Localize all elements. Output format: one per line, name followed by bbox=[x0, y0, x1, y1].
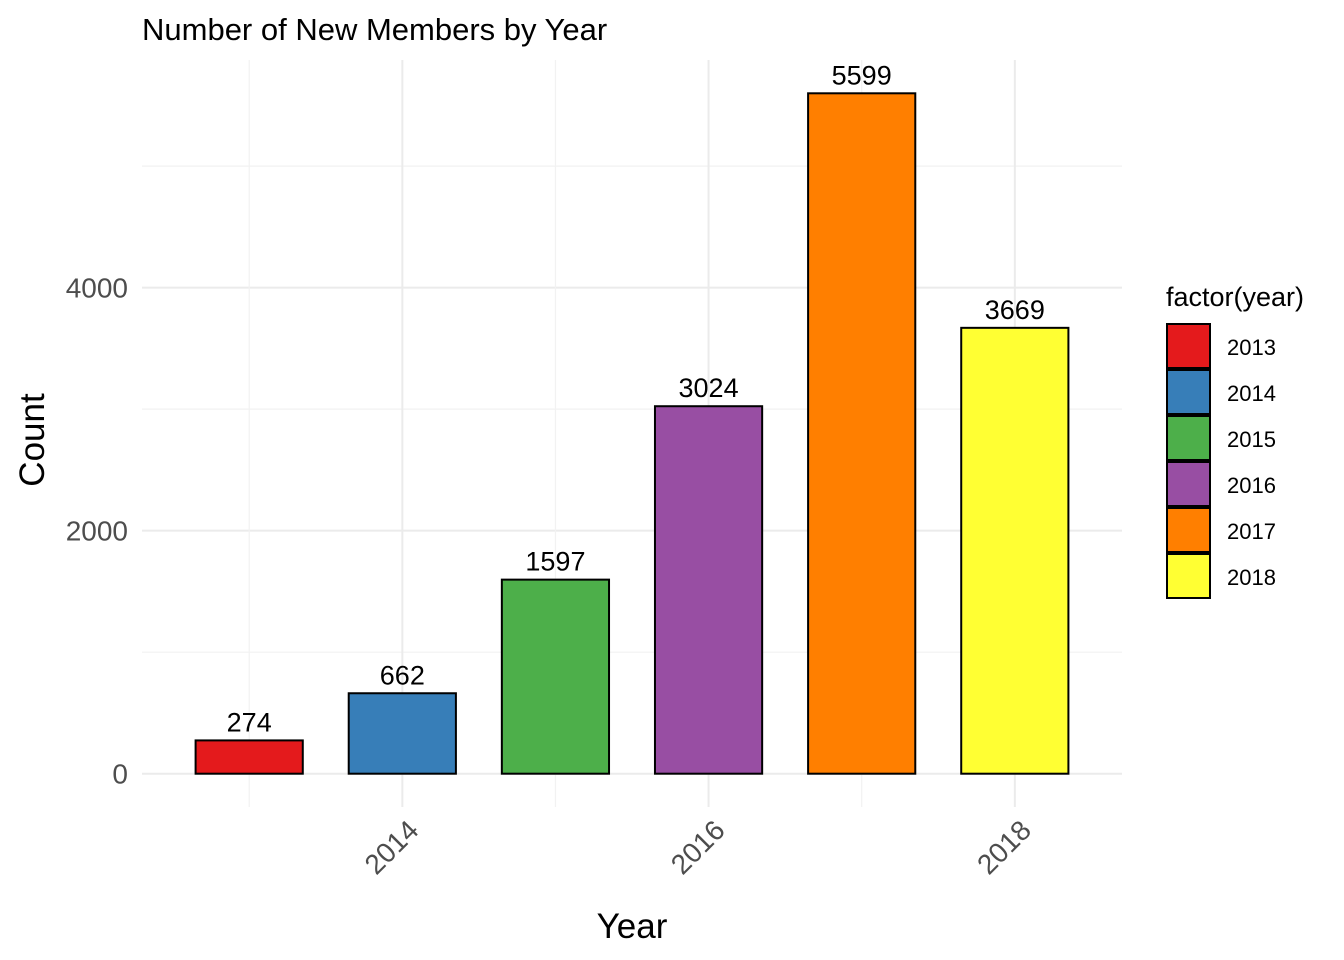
legend-label-2016: 2016 bbox=[1227, 473, 1276, 498]
bar-label-2017: 5599 bbox=[832, 60, 892, 90]
y-tick-label: 0 bbox=[112, 759, 128, 790]
y-tick-label: 4000 bbox=[66, 273, 128, 304]
bar-label-2013: 274 bbox=[227, 707, 272, 737]
x-tick-label: 2016 bbox=[665, 814, 731, 880]
legend-key-2014 bbox=[1166, 369, 1211, 415]
legend-label-2017: 2017 bbox=[1227, 519, 1276, 544]
legend-title: factor(year) bbox=[1166, 282, 1304, 312]
chart-title: Number of New Members by Year bbox=[142, 12, 607, 47]
legend-label-2013: 2013 bbox=[1227, 335, 1276, 360]
y-axis-ticks: 0 2000 4000 bbox=[66, 273, 128, 790]
legend-key-2016 bbox=[1166, 461, 1211, 507]
y-tick-label: 2000 bbox=[66, 516, 128, 547]
y-axis-title: Count bbox=[13, 393, 52, 487]
legend-key-2015 bbox=[1166, 415, 1211, 461]
x-tick-label: 2018 bbox=[971, 814, 1037, 880]
legend-label-2014: 2014 bbox=[1227, 381, 1276, 406]
bars bbox=[194, 92, 1070, 775]
legend-key-2017 bbox=[1166, 507, 1211, 553]
bar-2016 bbox=[653, 405, 764, 775]
bar-2017 bbox=[807, 92, 917, 775]
x-tick-label: 2014 bbox=[359, 814, 425, 880]
bar-label-2015: 1597 bbox=[525, 547, 585, 577]
bar-label-2016: 3024 bbox=[679, 373, 739, 403]
bar-2014 bbox=[347, 692, 457, 775]
bar-labels: 274 662 1597 3024 5599 3669 bbox=[227, 60, 1045, 737]
legend: factor(year) 2013 2014 2015 2016 2017 2018 bbox=[1166, 282, 1304, 599]
legend-label-2015: 2015 bbox=[1227, 427, 1276, 452]
bar-label-2014: 662 bbox=[380, 660, 425, 690]
x-axis-title: Year bbox=[597, 907, 668, 946]
legend-key-2013 bbox=[1166, 323, 1211, 369]
bar-label-2018: 3669 bbox=[985, 295, 1045, 325]
bar-2015 bbox=[500, 578, 611, 775]
legend-key-2018 bbox=[1166, 553, 1211, 599]
legend-label-2018: 2018 bbox=[1227, 565, 1276, 590]
bar-2013 bbox=[194, 739, 304, 775]
x-axis-ticks: 2014 2016 2018 bbox=[359, 814, 1037, 880]
bar-2018 bbox=[960, 326, 1070, 775]
